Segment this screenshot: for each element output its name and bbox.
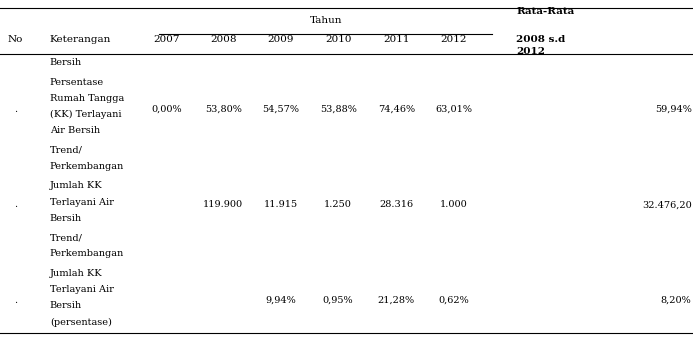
Text: Trend/: Trend/	[50, 233, 82, 242]
Text: Perkembangan: Perkembangan	[50, 162, 124, 171]
Text: Tahun: Tahun	[310, 16, 342, 25]
Text: Jumlah KK: Jumlah KK	[50, 269, 103, 278]
Text: .: .	[14, 296, 17, 305]
Text: 0,00%: 0,00%	[151, 105, 182, 114]
Text: 1.000: 1.000	[440, 200, 468, 210]
Text: 2008 s.d
2012: 2008 s.d 2012	[516, 35, 565, 55]
Text: 119.900: 119.900	[203, 200, 243, 210]
Text: 2010: 2010	[325, 35, 351, 45]
Text: 59,94%: 59,94%	[655, 105, 692, 114]
Text: 2009: 2009	[267, 35, 294, 45]
Text: (persentase): (persentase)	[50, 317, 112, 327]
Text: 1.250: 1.250	[324, 200, 352, 210]
Text: 74,46%: 74,46%	[378, 105, 415, 114]
Text: Jumlah KK: Jumlah KK	[50, 182, 103, 190]
Text: 2008: 2008	[210, 35, 236, 45]
Text: Terlayani Air: Terlayani Air	[50, 198, 114, 207]
Text: 2012: 2012	[441, 35, 467, 45]
Text: Trend/: Trend/	[50, 146, 82, 155]
Text: 9,94%: 9,94%	[265, 296, 296, 305]
Text: Perkembangan: Perkembangan	[50, 249, 124, 259]
Text: Rumah Tangga: Rumah Tangga	[50, 94, 124, 103]
Text: Rata-Rata: Rata-Rata	[516, 7, 574, 16]
Text: 11.915: 11.915	[263, 200, 298, 210]
Text: Bersih: Bersih	[50, 301, 82, 310]
Text: 54,57%: 54,57%	[262, 105, 299, 114]
Text: Terlayani Air: Terlayani Air	[50, 285, 114, 294]
Text: 28.316: 28.316	[379, 200, 414, 210]
Text: 53,88%: 53,88%	[319, 105, 357, 114]
Text: Air Bersih: Air Bersih	[50, 126, 100, 135]
Text: 32.476,20: 32.476,20	[642, 200, 692, 210]
Text: 8,20%: 8,20%	[661, 296, 692, 305]
Text: 63,01%: 63,01%	[435, 105, 473, 114]
Text: Bersih: Bersih	[50, 58, 82, 67]
Text: No: No	[8, 35, 23, 45]
Text: 2007: 2007	[153, 35, 179, 45]
Text: Keterangan: Keterangan	[50, 35, 112, 45]
Text: 0,95%: 0,95%	[323, 296, 353, 305]
Text: 53,80%: 53,80%	[204, 105, 242, 114]
Text: 21,28%: 21,28%	[378, 296, 415, 305]
Text: 2011: 2011	[383, 35, 410, 45]
Text: Persentase: Persentase	[50, 78, 104, 87]
Text: Bersih: Bersih	[50, 214, 82, 223]
Text: .: .	[14, 200, 17, 210]
Text: 0,62%: 0,62%	[439, 296, 469, 305]
Text: (KK) Terlayani: (KK) Terlayani	[50, 110, 121, 119]
Text: .: .	[14, 105, 17, 114]
